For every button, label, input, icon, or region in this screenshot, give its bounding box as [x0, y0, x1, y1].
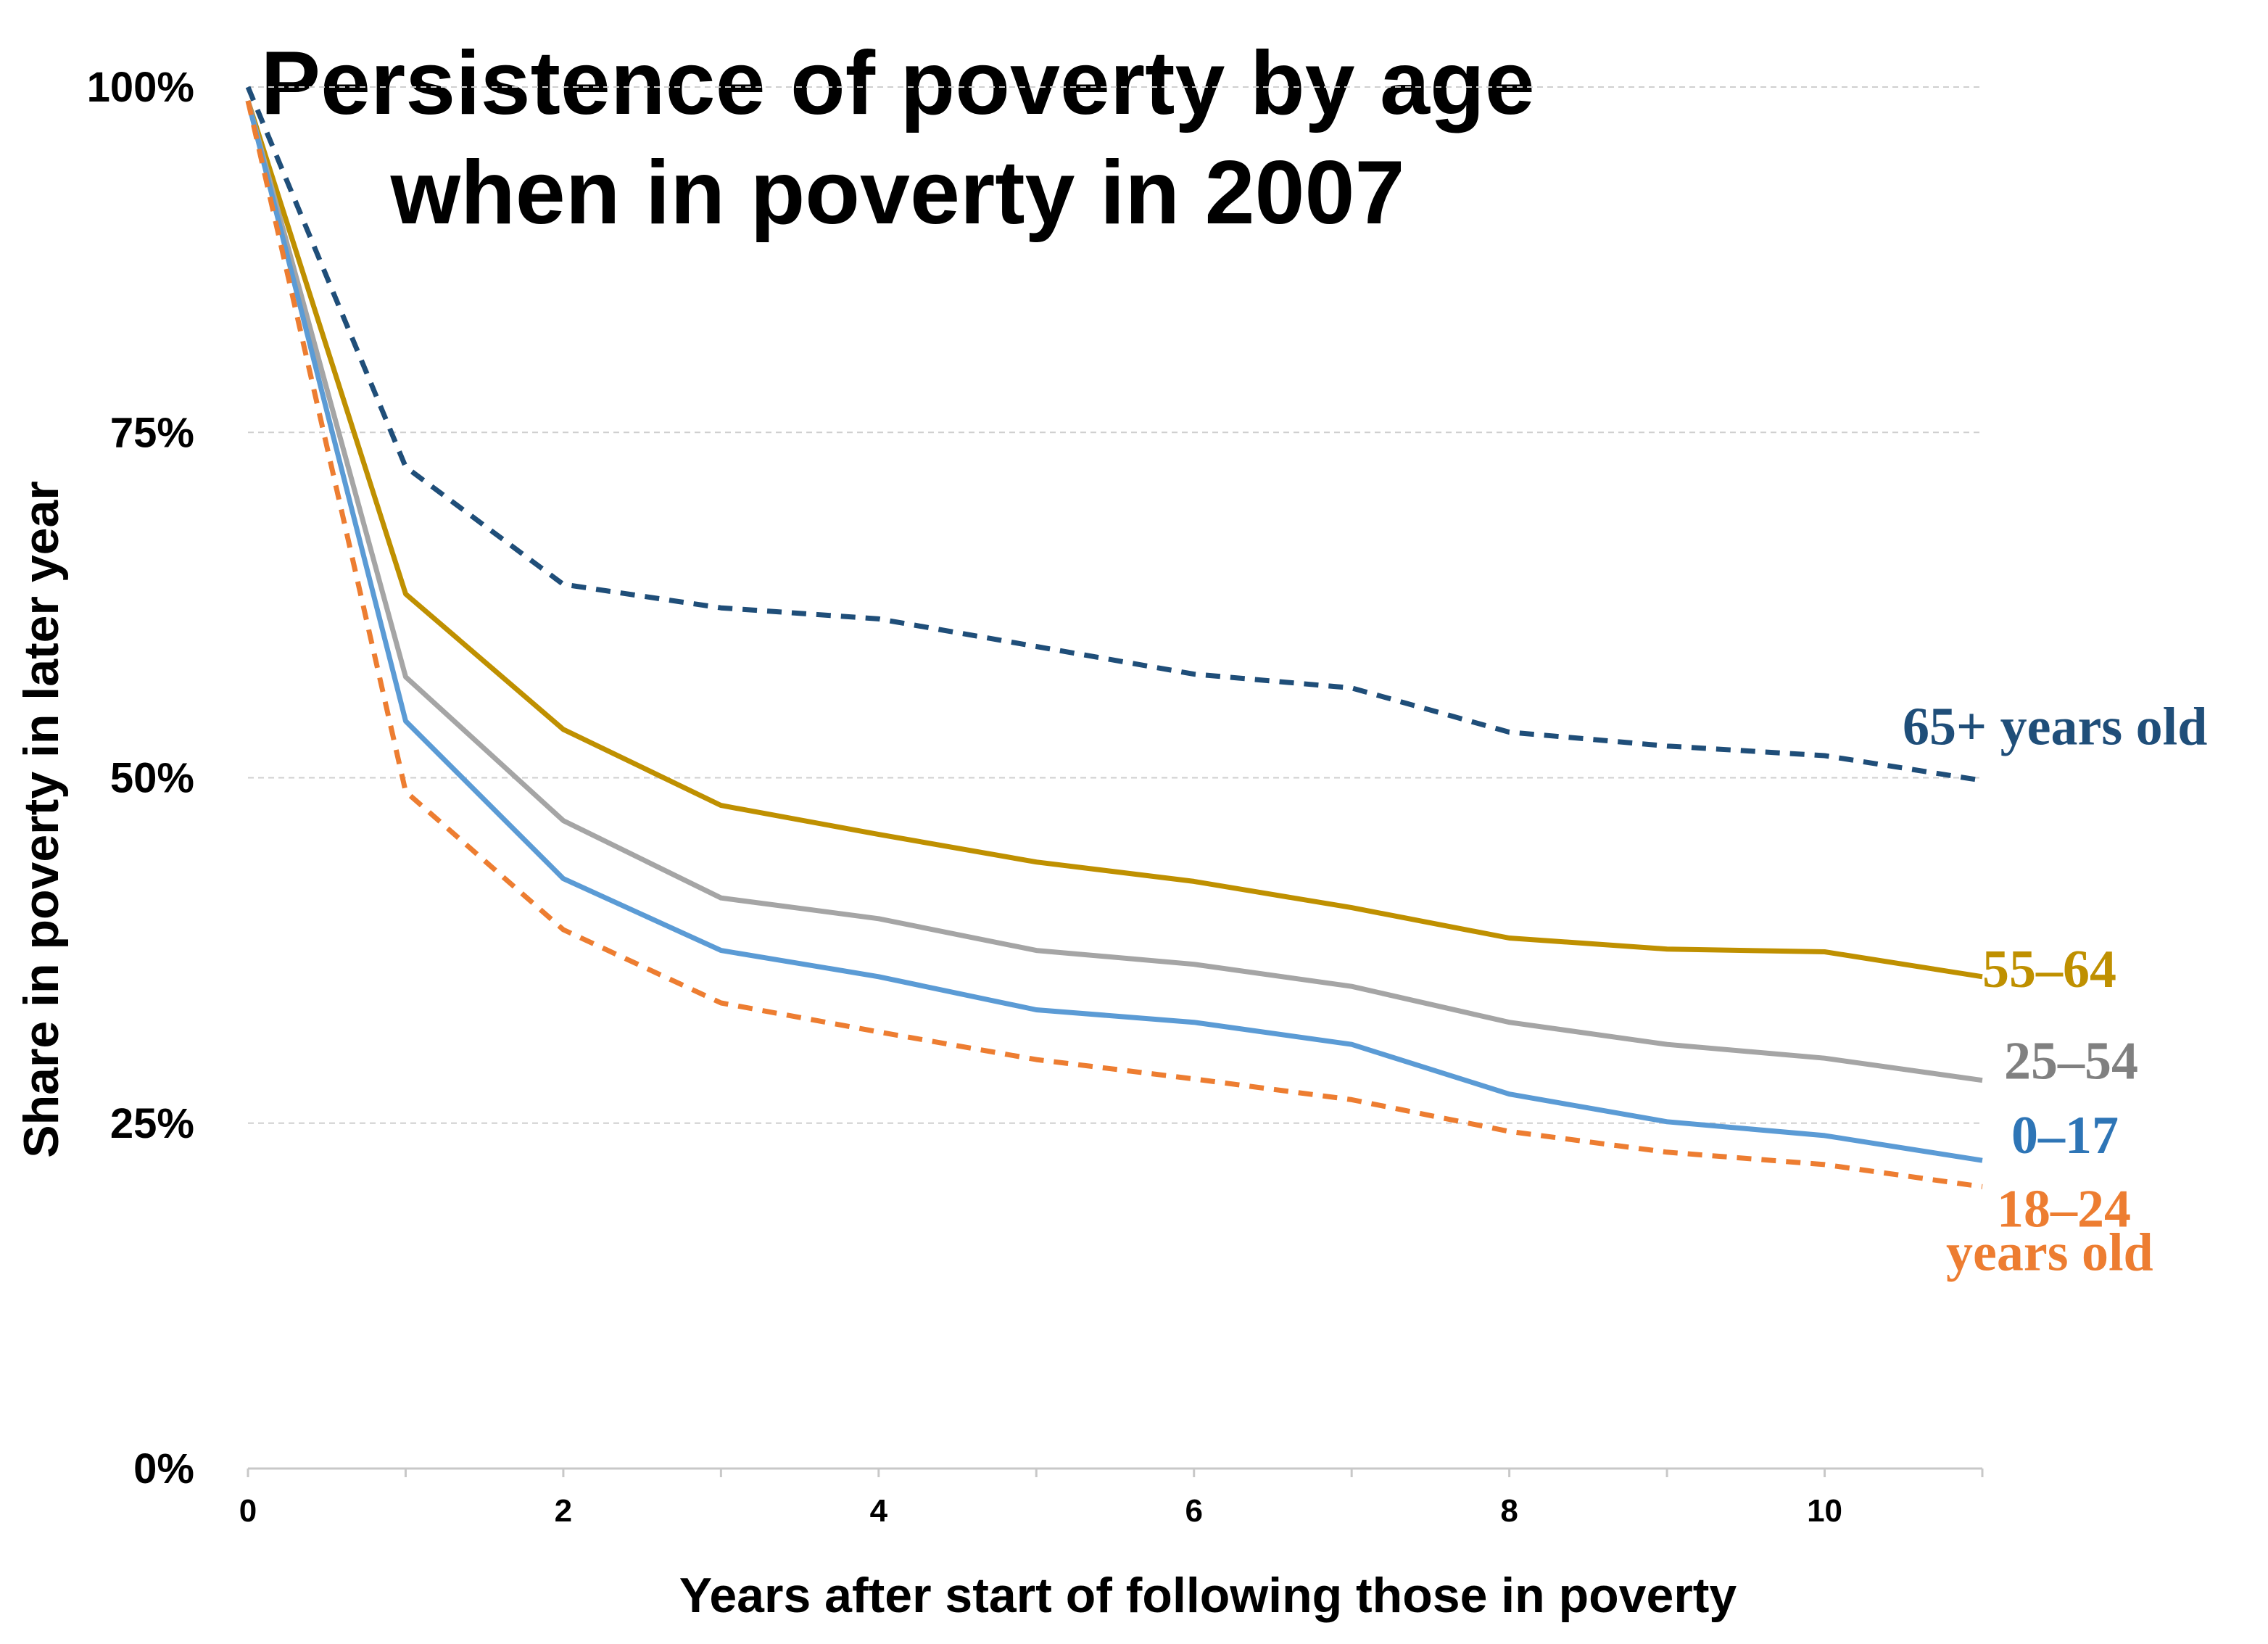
- x-tick-label: 2: [555, 1493, 572, 1529]
- x-tick-label: 0: [239, 1493, 257, 1529]
- y-tick-label: 50%: [110, 755, 194, 802]
- chart-title: Persistence of poverty by age when in po…: [260, 33, 1534, 243]
- x-axis-label: Years after start of following those in …: [679, 1568, 1737, 1623]
- series-line: [245, 99, 1983, 980]
- y-tick-label: 25%: [110, 1100, 194, 1147]
- series-label: 55–64: [1982, 940, 2116, 999]
- chart-title-line-1: Persistence of poverty by age: [260, 33, 1534, 133]
- series-label: 25–54: [2004, 1032, 2138, 1091]
- y-axis-label: Share in poverty in later year: [14, 481, 69, 1158]
- y-tick-label: 75%: [110, 409, 194, 456]
- x-tick-label: 8: [1500, 1493, 1518, 1529]
- series-line: [245, 100, 1983, 1189]
- chart-title-line-2: when in poverty in 2007: [390, 143, 1405, 243]
- series-label: 0–17: [2011, 1106, 2119, 1165]
- x-tick-label: 4: [870, 1493, 888, 1529]
- series-lines: [245, 86, 1983, 1189]
- series-line: [245, 100, 1983, 1163]
- x-tick-label: 10: [1807, 1493, 1842, 1529]
- x-tick-label: 6: [1185, 1493, 1202, 1529]
- series-line: [245, 100, 1983, 1083]
- series-label: years old: [1946, 1223, 2153, 1282]
- series-label: 18–24: [1997, 1179, 2131, 1239]
- axes: 0% 25% 50% 75% 100% 0 2 4 6 8 10: [87, 64, 1984, 1529]
- y-tick-label: 100%: [87, 64, 194, 111]
- series-label: 65+ years old: [1903, 697, 2207, 756]
- series-line: [245, 86, 1983, 783]
- y-tick-label: 0%: [133, 1445, 194, 1492]
